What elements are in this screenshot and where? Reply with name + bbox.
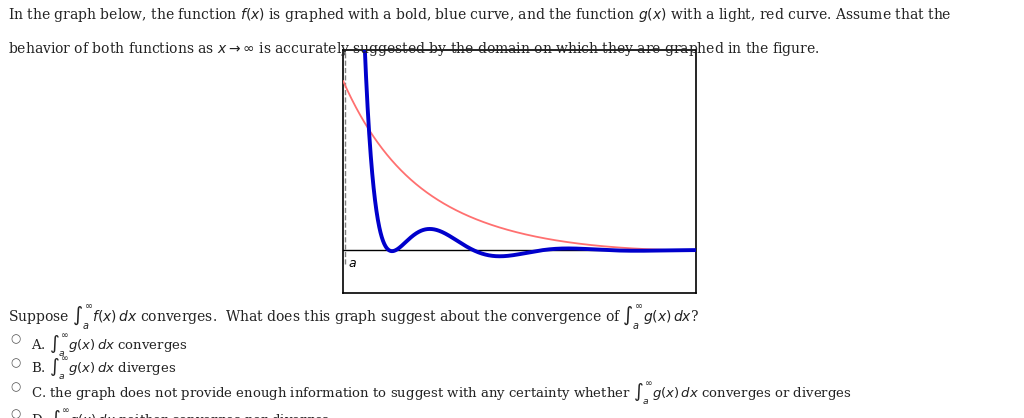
Text: In the graph below, the function $f(x)$ is graphed with a bold, blue curve, and : In the graph below, the function $f(x)$ … bbox=[8, 6, 951, 24]
Text: Suppose $\int_a^{\infty} f(x)\,dx$ converges.  What does this graph suggest abou: Suppose $\int_a^{\infty} f(x)\,dx$ conve… bbox=[8, 303, 699, 332]
Text: ○: ○ bbox=[10, 380, 20, 393]
Text: ○: ○ bbox=[10, 332, 20, 345]
Text: C. the graph does not provide enough information to suggest with any certainty w: C. the graph does not provide enough inf… bbox=[31, 380, 851, 408]
Text: ○: ○ bbox=[10, 408, 20, 418]
Text: behavior of both functions as $x \to \infty$ is accurately suggested by the doma: behavior of both functions as $x \to \in… bbox=[8, 40, 820, 58]
Text: ○: ○ bbox=[10, 356, 20, 369]
Text: D. $\int_a^{\infty} g(x)\,dx$ neither converges nor diverges: D. $\int_a^{\infty} g(x)\,dx$ neither co… bbox=[31, 408, 330, 418]
Text: B. $\int_a^{\infty} g(x)\,dx$ diverges: B. $\int_a^{\infty} g(x)\,dx$ diverges bbox=[31, 356, 176, 383]
Text: $a$: $a$ bbox=[348, 257, 357, 270]
Text: A. $\int_a^{\infty} g(x)\,dx$ converges: A. $\int_a^{\infty} g(x)\,dx$ converges bbox=[31, 332, 187, 359]
